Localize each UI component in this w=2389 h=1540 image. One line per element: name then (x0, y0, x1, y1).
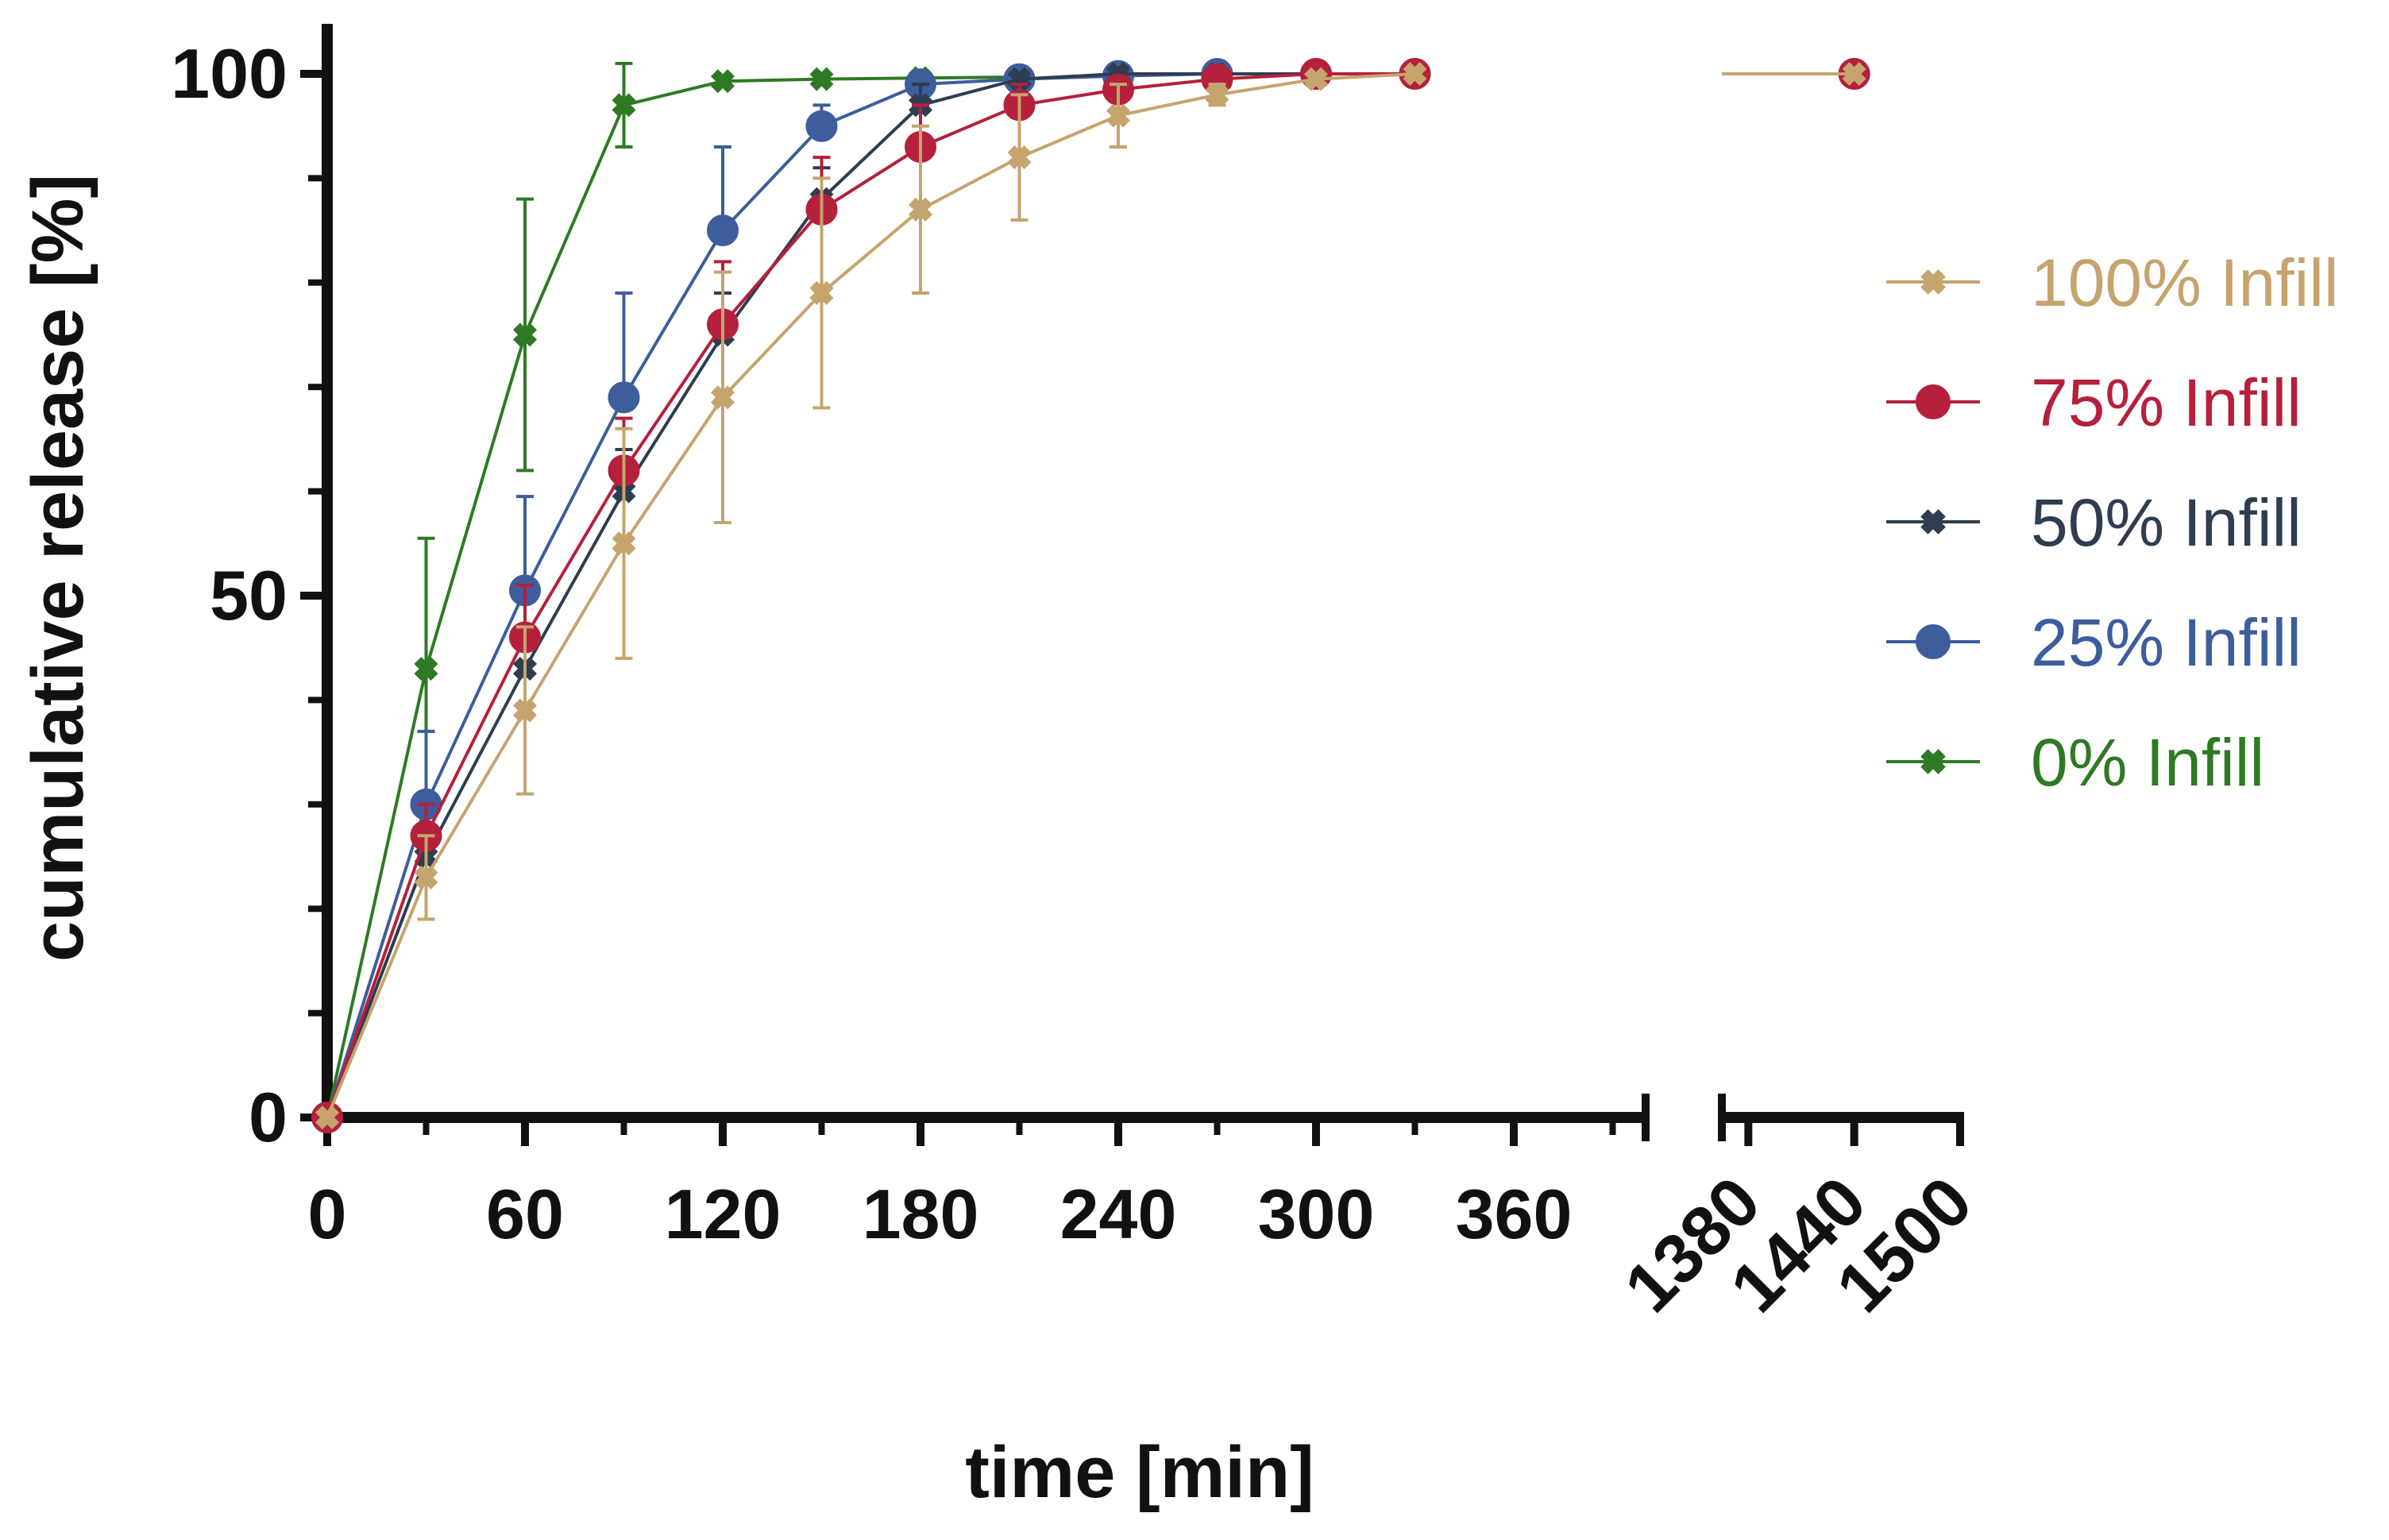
legend-marker (1916, 384, 1951, 419)
series-75-infill (311, 58, 1870, 1133)
data-point (908, 197, 933, 222)
legend-label: 75% Infill (2031, 365, 2302, 440)
y-tick-label: 0 (249, 1078, 288, 1156)
series-0-infill (315, 61, 1032, 1130)
series-25-infill (311, 58, 1870, 1133)
legend-label: 25% Infill (2031, 605, 2302, 680)
data-point (1106, 103, 1131, 128)
legend-label: 0% Infill (2031, 725, 2264, 800)
series-line (326, 75, 1020, 1118)
data-point (512, 698, 538, 723)
x-tick-label: 180 (863, 1175, 979, 1253)
data-point (805, 110, 838, 142)
data-point (1007, 145, 1032, 170)
y-tick-label: 100 (171, 34, 288, 113)
data-point (612, 531, 636, 556)
data-point (608, 381, 640, 414)
data-point (315, 1105, 340, 1130)
series-line (326, 72, 1415, 1118)
legend-item: 0% Infill (1886, 725, 2264, 800)
x-axis-title: time [min] (965, 1432, 1314, 1513)
data-point (710, 69, 735, 94)
legend-marker (1920, 749, 1946, 774)
legend-item: 50% Infill (1886, 485, 2302, 560)
data-point (414, 656, 438, 681)
legend-item: 75% Infill (1886, 365, 2302, 440)
x-tick-label: 60 (486, 1175, 564, 1253)
data-point (1842, 61, 1866, 87)
data-point (1403, 61, 1427, 87)
data-point (612, 93, 636, 118)
x-tick-label: 300 (1258, 1175, 1375, 1253)
series-100-infill (315, 61, 1866, 1130)
data-point (1303, 67, 1329, 91)
plot-area (311, 58, 1870, 1133)
x-tick-label: 120 (665, 1175, 782, 1253)
legend-marker (1916, 624, 1951, 659)
data-point (512, 322, 538, 347)
data-point (710, 385, 735, 410)
data-point (809, 67, 834, 91)
x-tick-label: 240 (1060, 1175, 1177, 1253)
data-point (707, 214, 739, 247)
series-line (326, 72, 1415, 1118)
data-point (414, 865, 438, 890)
legend-item: 25% Infill (1886, 605, 2302, 680)
series-line (326, 72, 1415, 1118)
x-tick-label: 360 (1456, 1175, 1573, 1253)
data-point (809, 280, 834, 305)
legend: 100% Infill 75% Infill 50% Infill 25% Infil… (1886, 245, 2339, 800)
legend-label: 50% Infill (2031, 485, 2302, 560)
y-axis-title: cumulative release [%] (17, 174, 98, 962)
x-tick-label: 0 (308, 1175, 347, 1253)
data-point (1205, 83, 1229, 107)
legend-item: 100% Infill (1886, 245, 2339, 320)
legend-marker (1920, 269, 1946, 295)
legend-label: 100% Infill (2031, 245, 2339, 320)
legend-marker (1920, 509, 1946, 535)
y-tick-label: 50 (210, 556, 288, 635)
series-line (326, 72, 1415, 1118)
